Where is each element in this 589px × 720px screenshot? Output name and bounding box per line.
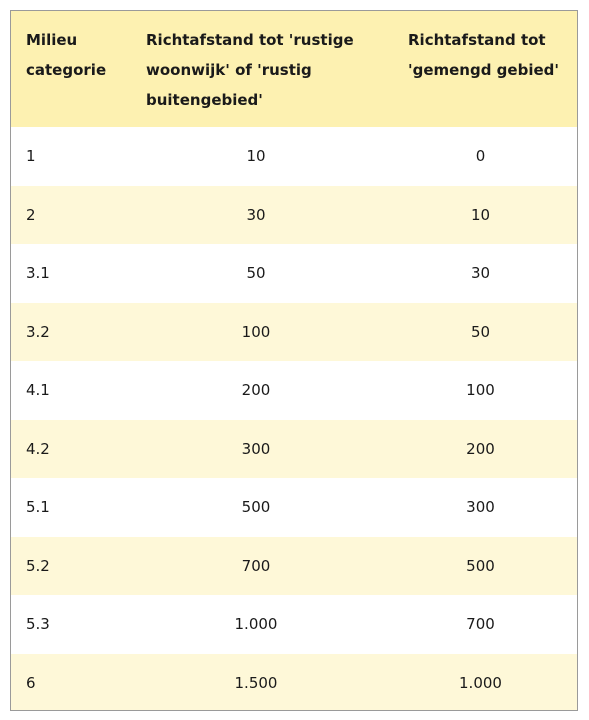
table-row: 3.1 50 30 xyxy=(11,244,577,303)
cell-category: 4.2 xyxy=(26,439,50,458)
cell-distance-gemengd: 1.000 xyxy=(459,673,502,692)
cell-distance-gemengd: 500 xyxy=(466,556,495,575)
cell-distance-rustig: 30 xyxy=(246,205,266,224)
cell-distance-rustig: 50 xyxy=(246,264,266,283)
table-header: Milieu categorie Richtafstand tot 'rusti… xyxy=(11,11,577,127)
cell-distance-rustig: 200 xyxy=(241,381,271,400)
cell-distance-gemengd: 700 xyxy=(466,615,495,634)
cell-category: 5.1 xyxy=(26,498,50,517)
table-row: 5.3 1.000 700 xyxy=(11,595,577,654)
cell-distance-rustig: 700 xyxy=(241,556,271,575)
cell-category: 3.1 xyxy=(26,264,50,283)
table-row: 1 10 0 xyxy=(11,127,577,186)
cell-distance-rustig: 1.500 xyxy=(234,673,278,692)
table-row: 3.2 100 50 xyxy=(11,302,577,361)
table-row: 2 30 10 xyxy=(11,185,577,244)
cell-distance-gemengd: 50 xyxy=(470,322,491,341)
distance-table: Milieu categorie Richtafstand tot 'rusti… xyxy=(11,11,577,710)
cell-distance-gemengd: 300 xyxy=(466,498,495,517)
distance-table-frame: Milieu categorie Richtafstand tot 'rusti… xyxy=(10,10,578,711)
cell-category: 6 xyxy=(26,673,36,692)
table-body: 1 10 0 2 30 10 3.1 50 30 3.2 100 50 4.1 xyxy=(11,127,577,710)
table-row: 4.2 300 200 xyxy=(11,419,577,478)
cell-category: 3.2 xyxy=(26,322,50,341)
cell-distance-rustig: 300 xyxy=(241,439,271,458)
header-richtafstand-gemengd: Richtafstand tot 'gemengd gebied' xyxy=(408,31,559,79)
header-row: Milieu categorie Richtafstand tot 'rusti… xyxy=(11,11,577,127)
cell-distance-rustig: 100 xyxy=(241,322,271,341)
cell-distance-gemengd: 0 xyxy=(475,147,486,166)
header-milieu-categorie: Milieu categorie xyxy=(26,31,107,79)
cell-distance-gemengd: 200 xyxy=(466,439,495,458)
cell-distance-gemengd: 100 xyxy=(466,381,495,400)
cell-category: 1 xyxy=(26,147,36,166)
cell-distance-gemengd: 10 xyxy=(470,205,491,224)
cell-category: 2 xyxy=(26,205,36,224)
cell-category: 5.2 xyxy=(26,556,50,575)
table-row: 5.2 700 500 xyxy=(11,536,577,595)
cell-distance-rustig: 10 xyxy=(246,147,266,166)
cell-category: 4.1 xyxy=(26,381,50,400)
cell-distance-rustig: 500 xyxy=(241,498,271,517)
cell-distance-gemengd: 30 xyxy=(470,264,491,283)
header-richtafstand-rustig: Richtafstand tot 'rustige woonwijk' of '… xyxy=(146,31,354,109)
table-row: 4.1 200 100 xyxy=(11,361,577,420)
table-row: 5.1 500 300 xyxy=(11,478,577,537)
table-row: 6 1.500 1.000 xyxy=(11,653,577,710)
cell-category: 5.3 xyxy=(26,615,50,634)
cell-distance-rustig: 1.000 xyxy=(234,615,278,634)
